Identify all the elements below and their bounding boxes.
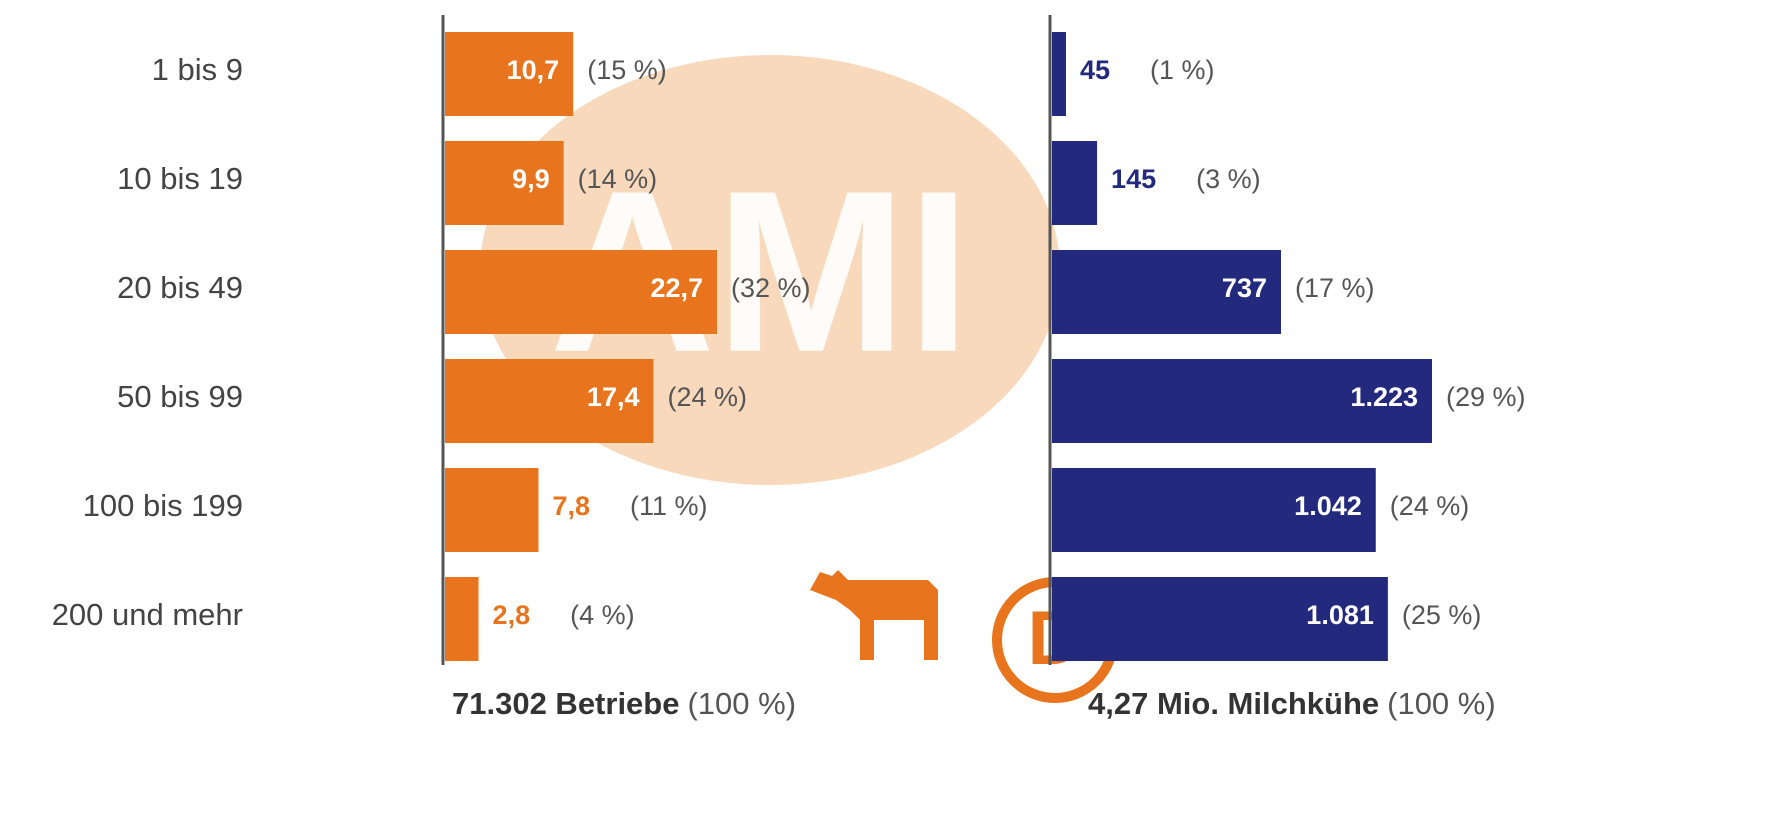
share-label: (3 %) <box>1196 164 1261 194</box>
total-text: 4,27 Mio. Milchkühe <box>1088 686 1379 721</box>
total-label: 71.302 Betriebe (100 %) <box>452 686 796 721</box>
category-label: 1 bis 9 <box>152 52 243 87</box>
share-label: (25 %) <box>1402 600 1482 630</box>
total-text: 71.302 Betriebe <box>452 686 679 721</box>
share-label: (4 %) <box>570 600 635 630</box>
share-label: (14 %) <box>578 164 658 194</box>
value-label: 10,7 <box>507 55 560 85</box>
category-label: 20 bis 49 <box>117 270 243 305</box>
bar <box>445 141 564 225</box>
bar <box>1052 577 1388 661</box>
value-label: 9,9 <box>512 164 550 194</box>
value-label: 1.223 <box>1350 382 1418 412</box>
value-label: 2,8 <box>493 600 531 630</box>
share-label: (1 %) <box>1150 55 1215 85</box>
bar <box>445 250 717 334</box>
cow-icon <box>810 570 938 660</box>
share-label: (24 %) <box>667 382 747 412</box>
value-label: 1.042 <box>1294 491 1362 521</box>
share-label: (32 %) <box>731 273 811 303</box>
bar <box>445 468 539 552</box>
category-label: 50 bis 99 <box>117 379 243 414</box>
value-label: 145 <box>1111 164 1156 194</box>
share-label: (17 %) <box>1295 273 1375 303</box>
share-label: (15 %) <box>587 55 667 85</box>
bar <box>445 32 574 116</box>
bar <box>1052 250 1281 334</box>
total-share: (100 %) <box>687 686 796 721</box>
value-label: 1.081 <box>1306 600 1374 630</box>
total-label: 4,27 Mio. Milchkühe (100 %) <box>1088 686 1496 721</box>
share-label: (24 %) <box>1390 491 1470 521</box>
category-label: 200 und mehr <box>52 597 243 632</box>
value-label: 45 <box>1080 55 1110 85</box>
value-label: 17,4 <box>587 382 640 412</box>
value-label: 737 <box>1222 273 1267 303</box>
bar <box>1052 32 1066 116</box>
bar <box>1052 468 1376 552</box>
value-label: 22,7 <box>650 273 703 303</box>
bar <box>445 577 479 661</box>
total-share: (100 %) <box>1387 686 1496 721</box>
value-label: 7,8 <box>552 491 590 521</box>
category-label: 10 bis 19 <box>117 161 243 196</box>
bar <box>1052 359 1432 443</box>
share-label: (29 %) <box>1446 382 1526 412</box>
category-label: 100 bis 199 <box>83 488 243 523</box>
bar <box>445 359 654 443</box>
share-label: (11 %) <box>630 491 708 521</box>
bar <box>1052 141 1098 225</box>
